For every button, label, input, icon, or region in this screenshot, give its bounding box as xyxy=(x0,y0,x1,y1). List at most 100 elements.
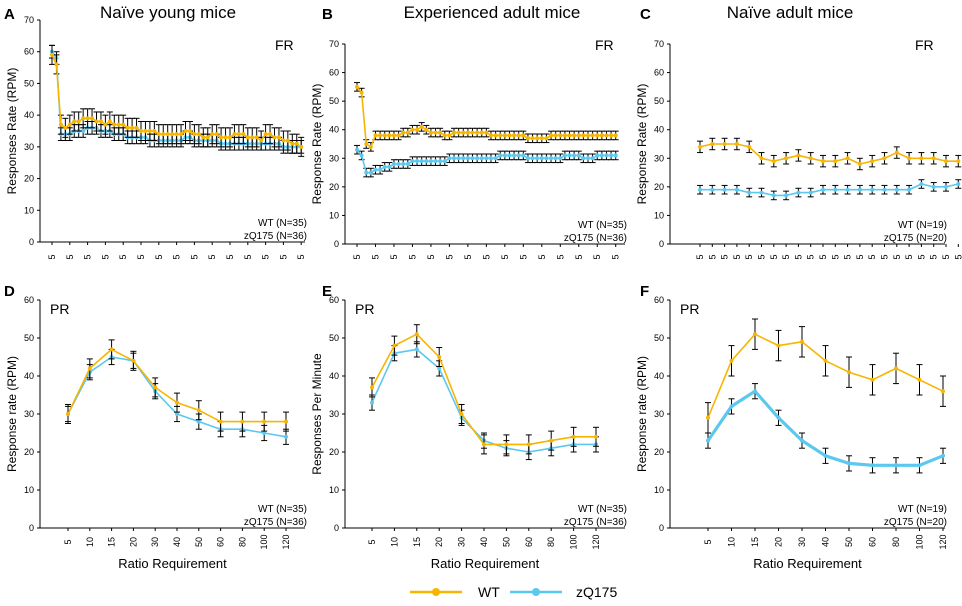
panel-c-zq175-point xyxy=(771,193,776,198)
panel-f-xtick-label: 120 xyxy=(938,534,948,549)
panel-d-n-label: zQ175 (N=36) xyxy=(244,517,307,528)
panel-c-ytick-label: 30 xyxy=(654,153,664,163)
panel-e-xtick-label: 120 xyxy=(591,534,601,549)
panel-b-zq175-point xyxy=(465,156,470,161)
panel-c-n-label: zQ175 (N=20) xyxy=(884,233,947,244)
panel-b-wt-point xyxy=(391,133,396,138)
panel-d-wt-point xyxy=(175,400,179,405)
panel-b-xtick-label: 5 xyxy=(592,254,602,259)
panel-b-wt-point xyxy=(410,127,415,132)
panel-b-wt-point xyxy=(433,130,438,135)
panel-b-y-axis-label: Response Rate (RPM) xyxy=(310,84,324,205)
panel-f-zq175-point xyxy=(706,438,710,443)
panel-c-wt-point xyxy=(808,156,813,161)
panel-c-wt-point xyxy=(931,156,936,161)
panel-b-wt-point xyxy=(373,133,378,138)
panel-b-zq175-point xyxy=(368,170,373,175)
panel-c-xtick-label: 5 xyxy=(793,254,803,259)
panel-b-wt-point xyxy=(521,133,526,138)
panel-b-zq175-point xyxy=(401,162,406,166)
panel-a-ytick-label: 40 xyxy=(24,110,34,120)
panel-f-xtick-label: 60 xyxy=(868,537,878,547)
panel-c-wt-point xyxy=(919,156,924,161)
panel-d-chart: 0 10 20 30 40 50 60 Response rate (RPM) 5 10 15 20 3… xyxy=(5,295,307,571)
panel-b-wt-point xyxy=(553,133,558,138)
panel-a-wt-point xyxy=(103,122,108,127)
panel-c-wt-point xyxy=(759,156,764,161)
panel-a-wt-point xyxy=(174,132,179,137)
panel-f-wt-point xyxy=(941,389,945,394)
panel-c-wt-point xyxy=(894,150,899,155)
panel-f-ytick-label: 50 xyxy=(654,333,664,343)
panel-b-ytick-label: 10 xyxy=(329,210,339,220)
panel-f-xtick-label: 5 xyxy=(703,539,713,544)
panel-letter-b: B xyxy=(322,6,333,23)
panel-b-zq175-point xyxy=(581,156,586,161)
panel-e-xtick-label: 30 xyxy=(457,537,467,547)
panel-f-wt-point xyxy=(847,370,851,375)
panel-b-zq175-point xyxy=(498,153,503,158)
panel-title-a: Naïve young mice xyxy=(100,3,236,22)
panel-b-wt-point xyxy=(442,133,447,138)
panel-b-zq175-point xyxy=(567,153,572,158)
panel-b-wt-point xyxy=(479,130,484,135)
panel-b-wt-point xyxy=(470,130,475,135)
panel-a-wt-point xyxy=(254,135,259,140)
panel-b-wt-point xyxy=(387,133,392,138)
panel-b-xtick-label: 5 xyxy=(426,254,436,259)
panel-b-ytick-label: 70 xyxy=(329,39,339,49)
panel-b-wt-point xyxy=(525,136,530,141)
panel-a-wt-point xyxy=(134,125,139,130)
panel-f-xtick-label: 15 xyxy=(750,537,760,547)
panel-f-n-label: WT (N=19) xyxy=(898,504,947,515)
panel-a-wt-point xyxy=(263,132,268,137)
panel-e-wt-point xyxy=(549,438,554,443)
panel-a-wt-point xyxy=(147,129,152,133)
panel-f-zq175-point xyxy=(894,463,898,468)
panel-e-n-label: zQ175 (N=36) xyxy=(564,517,627,528)
panel-b-wt-point xyxy=(544,136,549,141)
panel-e-xtick-label: 50 xyxy=(501,537,511,547)
panel-d-zq175-point xyxy=(196,419,201,424)
panel-c-xtick-label: 5 xyxy=(695,254,705,259)
panel-b-zq175-point xyxy=(609,153,614,158)
panel-a-xtick-label: 5 xyxy=(136,254,146,259)
panel-b-wt-point xyxy=(465,130,470,135)
panel-a-xtick-label: 5 xyxy=(65,254,75,259)
panel-a-wt-point xyxy=(121,122,126,127)
panel-d-xtick-label: 100 xyxy=(259,534,269,549)
panel-a-wt-point xyxy=(85,116,90,121)
panel-b-zq175-point xyxy=(428,159,433,164)
panel-f-n-label: zQ175 (N=20) xyxy=(884,517,947,528)
panel-a-tag: FR xyxy=(275,37,294,53)
panel-c-wt-point xyxy=(845,156,850,161)
panel-b-zq175-point xyxy=(456,156,461,161)
panel-d-tag: PR xyxy=(50,301,69,317)
panel-a-wt-point xyxy=(63,125,68,130)
panel-c-ytick-label: 0 xyxy=(659,239,664,249)
panel-a-wt-point xyxy=(183,129,188,133)
panel-b-ytick-label: 60 xyxy=(329,68,339,78)
panel-f-xtick-label: 40 xyxy=(821,537,831,547)
panel-a-xtick-label: 5 xyxy=(189,254,199,259)
panel-a-wt-point xyxy=(72,119,77,124)
panel-b-wt-point xyxy=(461,130,466,135)
legend-zq175-marker xyxy=(532,588,540,596)
panel-c-zq175-point xyxy=(710,187,715,192)
panel-f-ytick-label: 10 xyxy=(654,485,664,495)
panel-c-n-label: WT (N=19) xyxy=(898,220,947,231)
panel-c-zq175-point xyxy=(845,187,850,192)
panel-f-wt-point xyxy=(800,339,804,344)
panel-a-wt-point xyxy=(196,132,201,137)
panel-c-xtick-label: 5 xyxy=(855,254,865,259)
panel-b-wt-point xyxy=(549,133,554,138)
legend-wt-label: WT xyxy=(478,584,500,600)
panel-b-wt-point xyxy=(419,124,424,129)
panel-c-zq175-point xyxy=(808,190,813,195)
panel-b-wt-point xyxy=(355,84,359,89)
panel-d-y-axis-label: Response rate (RPM) xyxy=(5,356,19,472)
panel-f-ytick-label: 0 xyxy=(659,523,664,533)
panel-a-xtick-label: 5 xyxy=(118,254,128,259)
panel-a-xtick-label: 5 xyxy=(243,254,253,259)
